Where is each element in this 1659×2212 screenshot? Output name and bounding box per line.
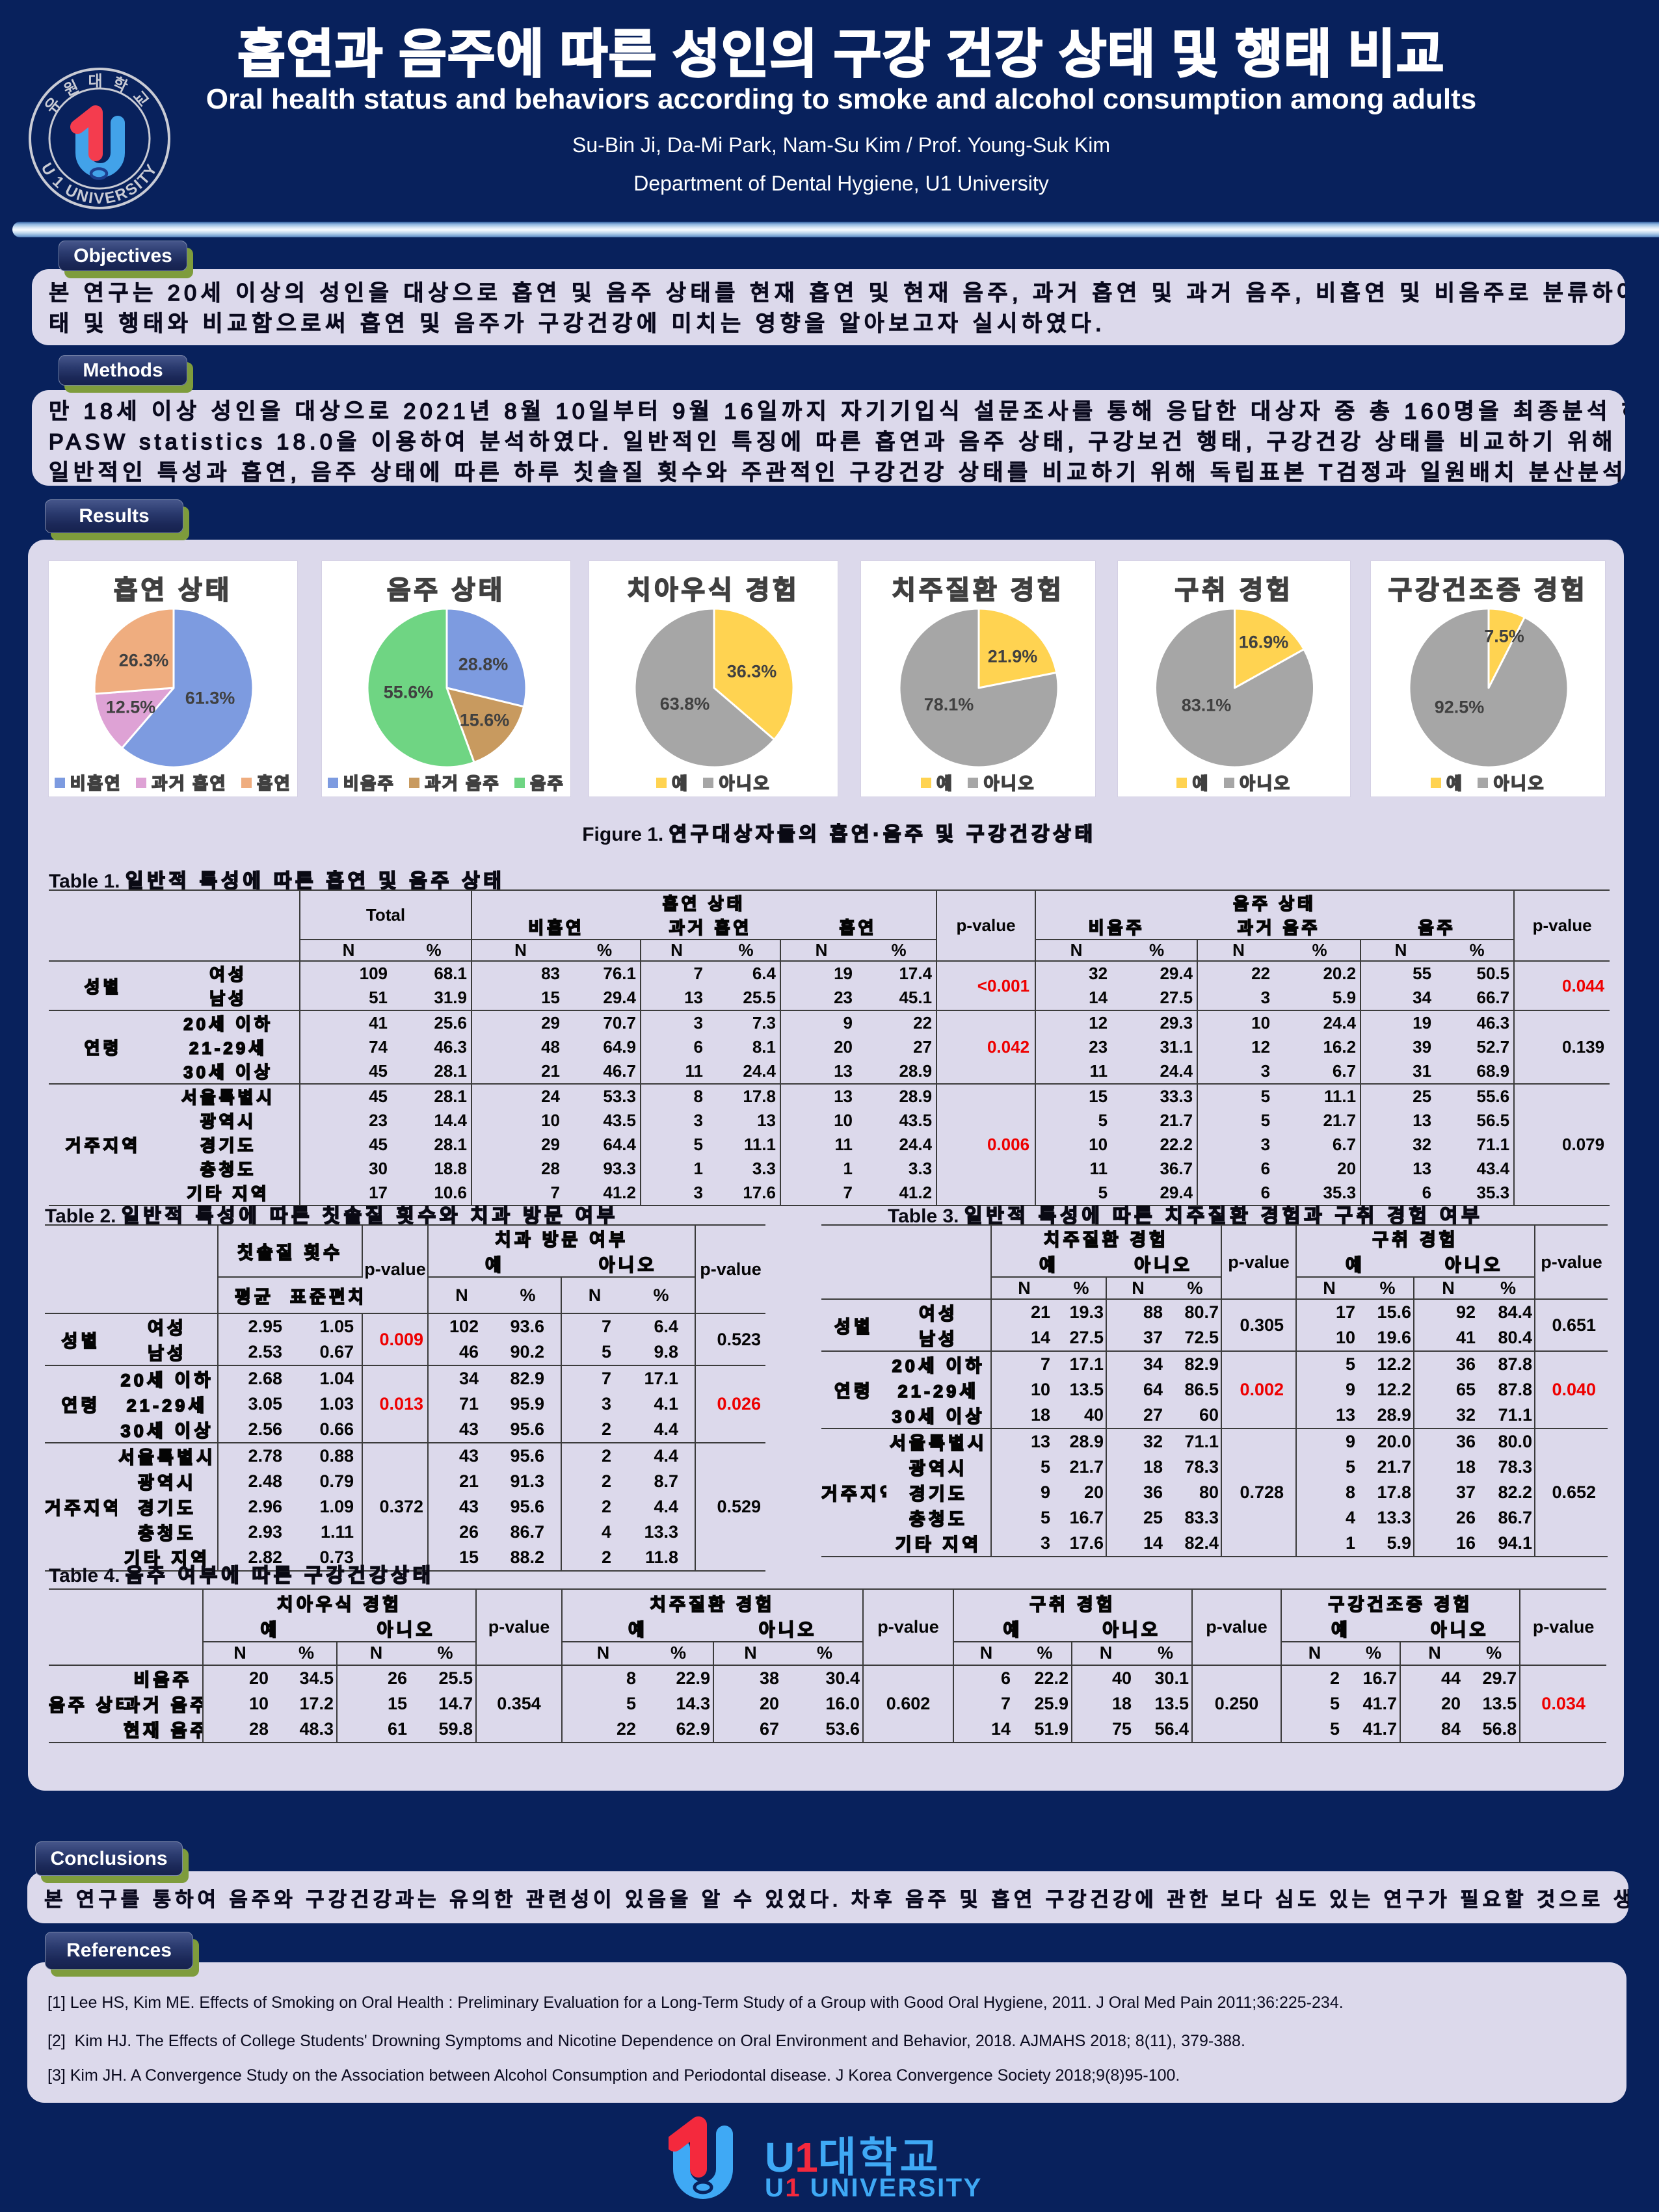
svg-text:U1대학교: U1대학교	[765, 2134, 940, 2181]
svg-text:U1 UNIVERSITY: U1 UNIVERSITY	[765, 2174, 983, 2202]
